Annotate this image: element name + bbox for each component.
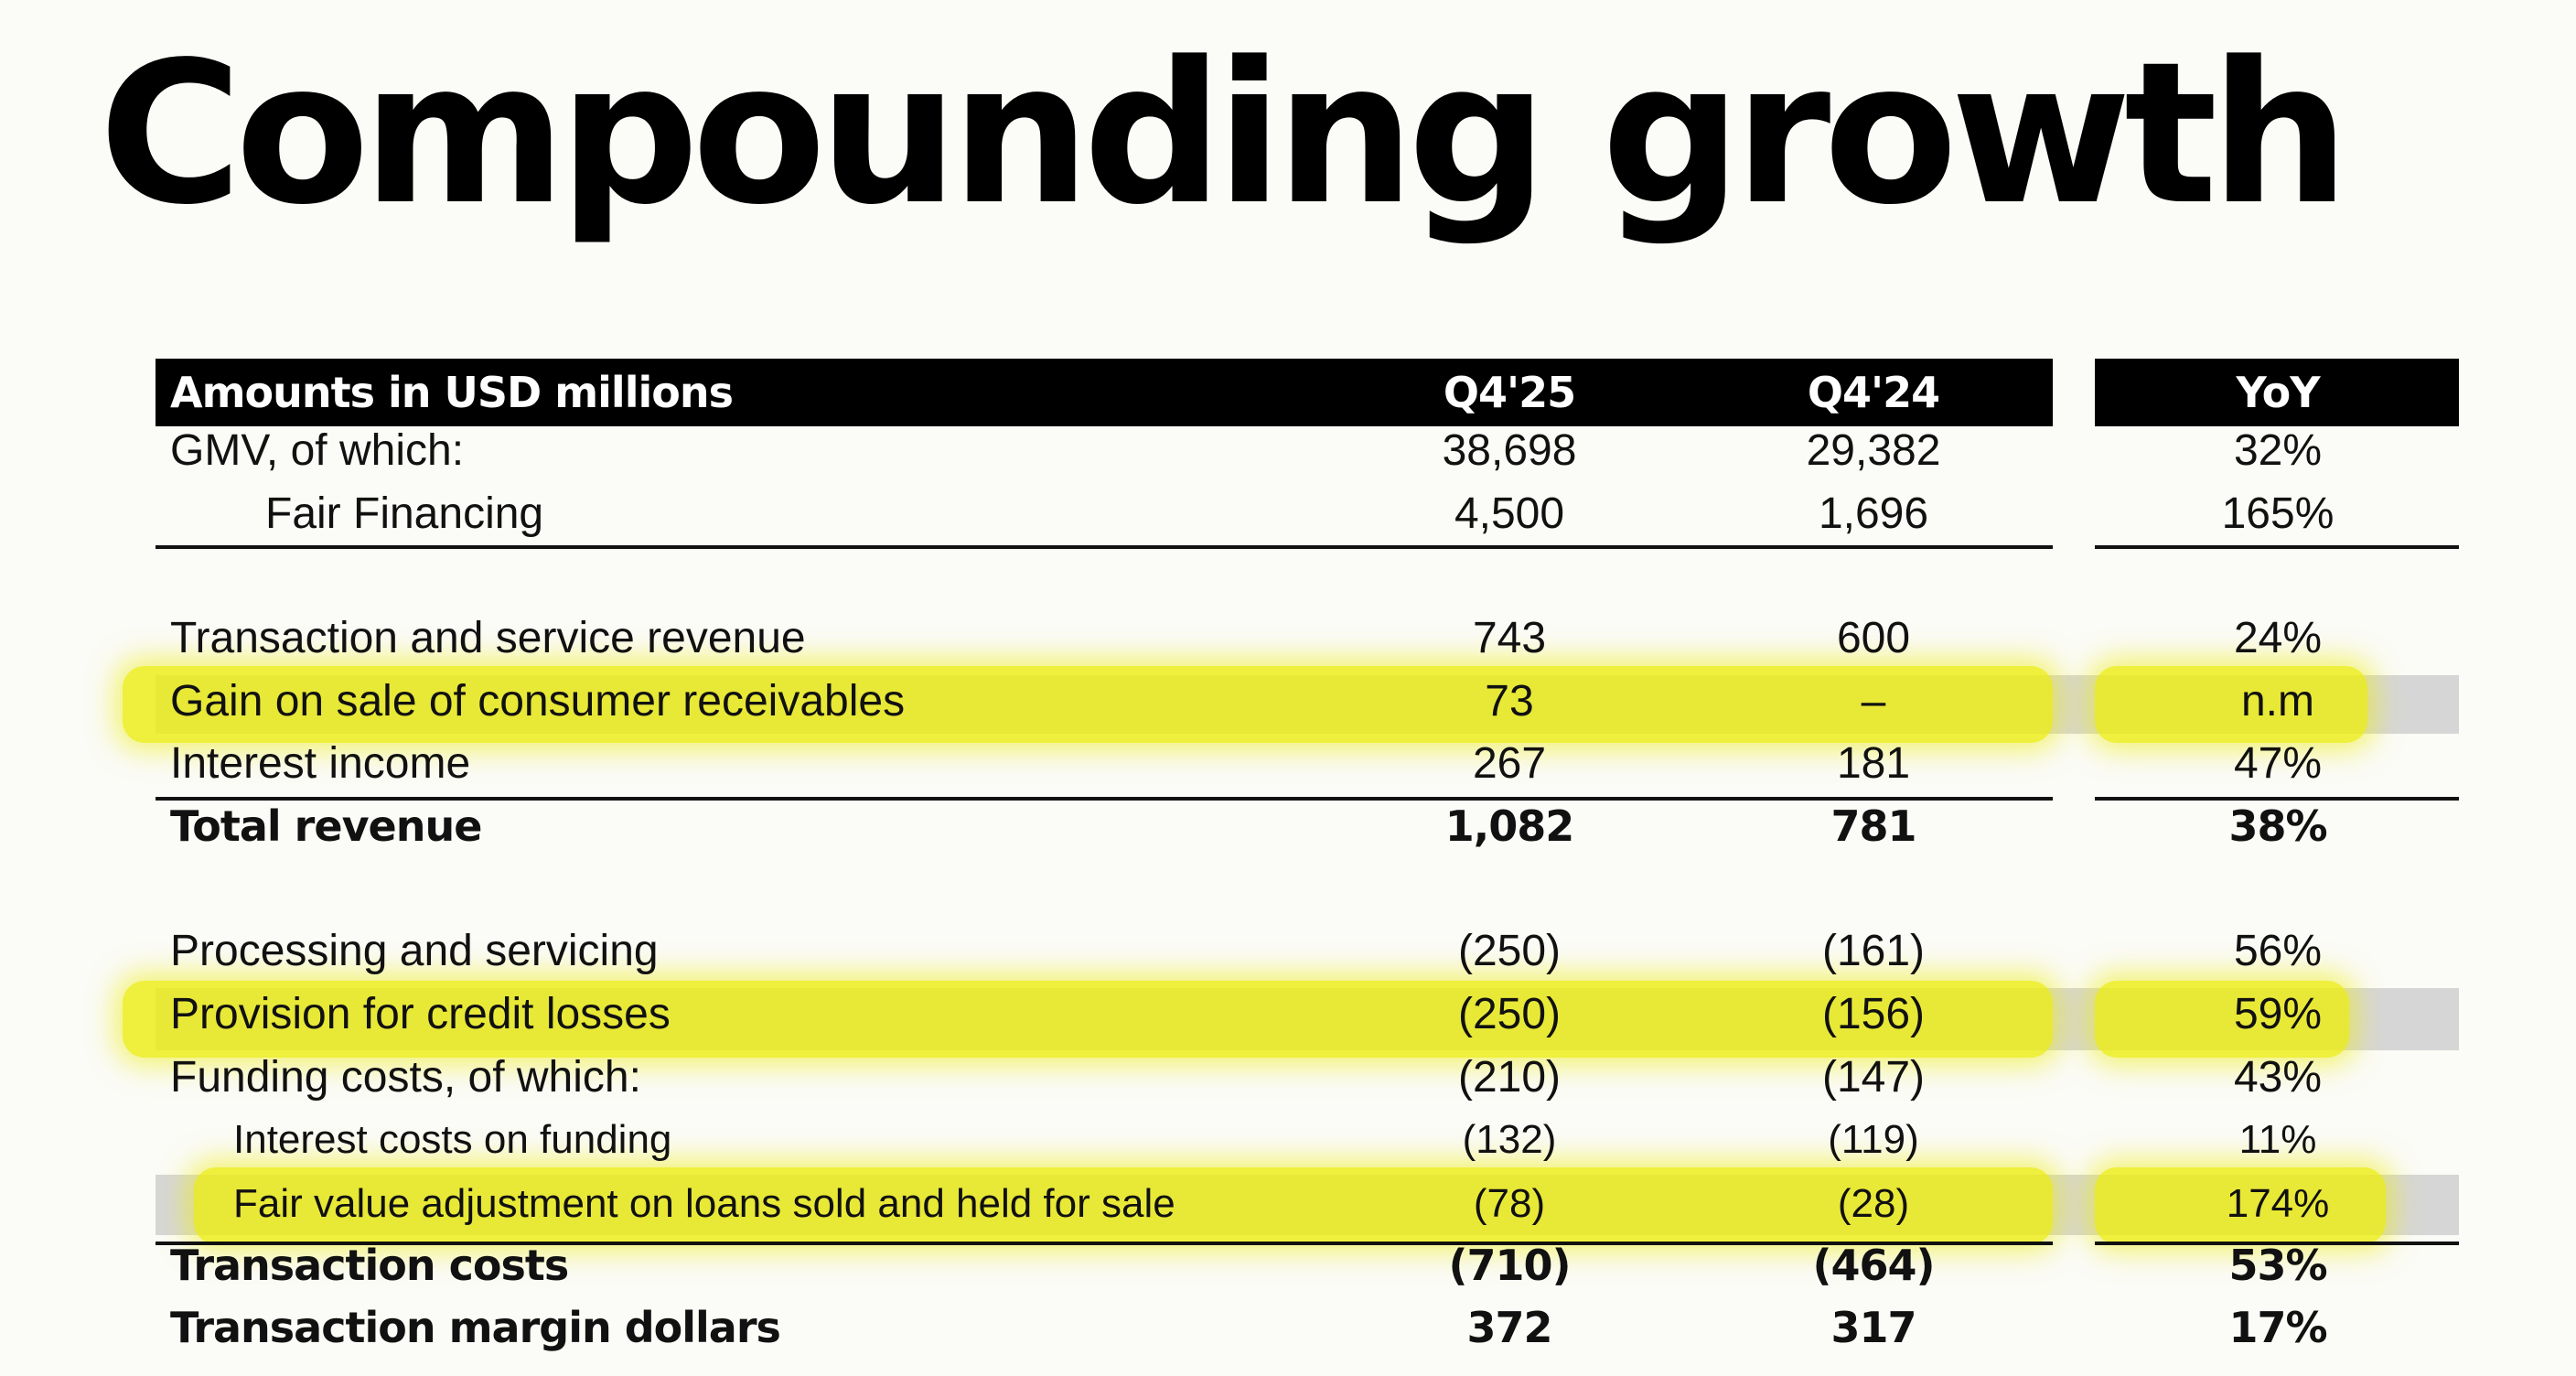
row-label: Interest income: [170, 736, 470, 791]
row-yoy: 11%: [2186, 1113, 2369, 1167]
row-q4-25: 73: [1418, 674, 1601, 729]
row-yoy: 53%: [2186, 1238, 2369, 1293]
row-q4-25: (710): [1418, 1238, 1601, 1293]
row-label: Funding costs, of which:: [170, 1050, 641, 1105]
row-label: Gain on sale of consumer receivables: [170, 674, 905, 729]
row-label: Total revenue: [170, 799, 481, 854]
row-q4-24: (28): [1782, 1177, 1965, 1231]
row-q4-25: 38,698: [1418, 424, 1601, 478]
row-q4-25: (210): [1418, 1050, 1601, 1105]
row-yoy: n.m: [2186, 674, 2369, 729]
row-yoy: 38%: [2186, 799, 2369, 854]
row-label: Transaction margin dollars: [170, 1300, 780, 1355]
row-label: Transaction and service revenue: [170, 611, 806, 666]
row-q4-25: (132): [1418, 1113, 1601, 1167]
row-q4-25: 4,500: [1418, 487, 1601, 542]
row-q4-24: 181: [1782, 736, 1965, 791]
header-label: Amounts in USD millions: [170, 359, 733, 426]
rule-gmv-left: [156, 545, 2053, 549]
row-q4-25: 743: [1418, 611, 1601, 666]
row-q4-24: 317: [1782, 1300, 1965, 1355]
row-q4-24: 1,696: [1782, 487, 1965, 542]
header-q4-25: Q4'25: [1418, 359, 1601, 426]
table-header-left: Amounts in USD millions Q4'25 Q4'24: [156, 359, 2053, 426]
row-q4-24: 781: [1782, 799, 1965, 854]
row-yoy: 32%: [2186, 424, 2369, 478]
row-label: GMV, of which:: [170, 424, 464, 478]
row-yoy: 43%: [2186, 1050, 2369, 1105]
row-q4-25: 267: [1418, 736, 1601, 791]
row-q4-24: (464): [1782, 1238, 1965, 1293]
page-title: Compounding growth: [99, 37, 2343, 232]
row-label: Processing and servicing: [170, 924, 659, 979]
row-label: Transaction costs: [170, 1238, 568, 1293]
row-q4-24: 600: [1782, 611, 1965, 666]
row-yoy: 165%: [2186, 487, 2369, 542]
header-yoy: YoY: [2186, 359, 2369, 426]
row-label: Provision for credit losses: [170, 987, 671, 1042]
rule-gmv-right: [2095, 545, 2459, 549]
table-header-right: YoY: [2095, 359, 2459, 426]
row-label: Interest costs on funding: [233, 1113, 671, 1167]
row-q4-24: (156): [1782, 987, 1965, 1042]
row-q4-25: 372: [1418, 1300, 1601, 1355]
row-q4-24: (119): [1782, 1113, 1965, 1167]
row-q4-24: (147): [1782, 1050, 1965, 1105]
row-yoy: 47%: [2186, 736, 2369, 791]
header-q4-24: Q4'24: [1782, 359, 1965, 426]
row-q4-25: (250): [1418, 924, 1601, 979]
row-q4-24: –: [1782, 674, 1965, 729]
row-q4-24: 29,382: [1782, 424, 1965, 478]
row-yoy: 174%: [2186, 1177, 2369, 1231]
row-q4-24: (161): [1782, 924, 1965, 979]
row-label: Fair Financing: [265, 487, 543, 542]
row-q4-25: 1,082: [1418, 799, 1601, 854]
row-yoy: 56%: [2186, 924, 2369, 979]
row-yoy: 17%: [2186, 1300, 2369, 1355]
row-q4-25: (250): [1418, 987, 1601, 1042]
row-label: Fair value adjustment on loans sold and …: [233, 1177, 1175, 1231]
row-yoy: 59%: [2186, 987, 2369, 1042]
row-q4-25: (78): [1418, 1177, 1601, 1231]
row-yoy: 24%: [2186, 611, 2369, 666]
